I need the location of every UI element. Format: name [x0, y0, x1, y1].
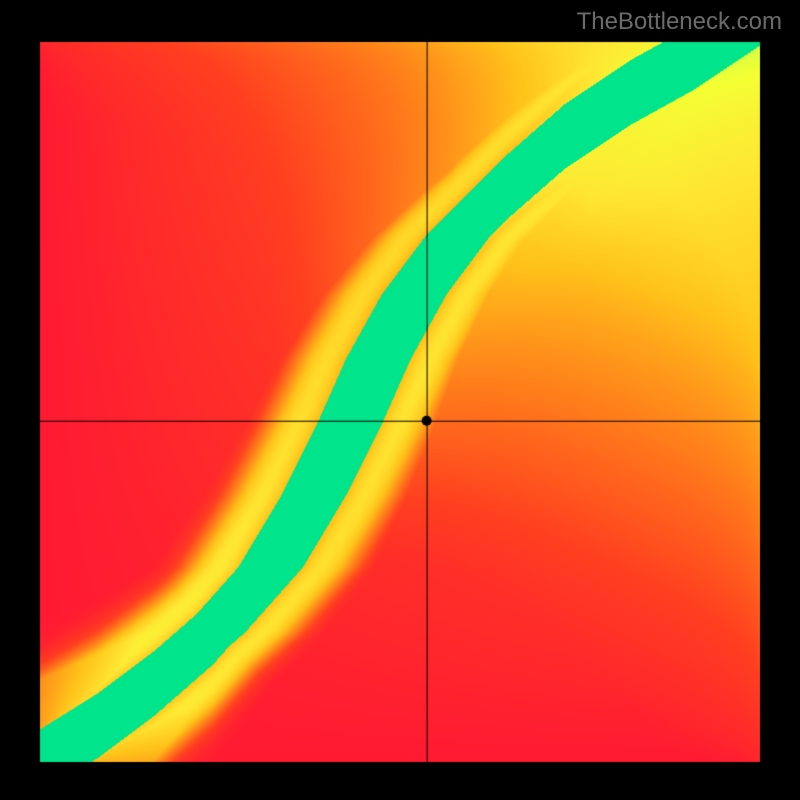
watermark-text: TheBottleneck.com [577, 8, 782, 36]
heatmap-canvas [0, 0, 800, 800]
chart-container: TheBottleneck.com [0, 0, 800, 800]
